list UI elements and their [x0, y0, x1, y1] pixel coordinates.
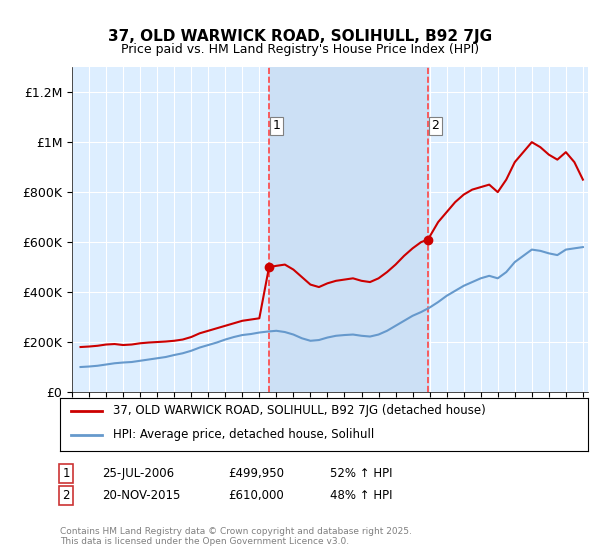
Text: 1: 1: [272, 119, 280, 132]
Text: 2: 2: [62, 489, 70, 502]
Text: £499,950: £499,950: [228, 466, 284, 480]
Text: 37, OLD WARWICK ROAD, SOLIHULL, B92 7JG: 37, OLD WARWICK ROAD, SOLIHULL, B92 7JG: [108, 29, 492, 44]
Text: Price paid vs. HM Land Registry's House Price Index (HPI): Price paid vs. HM Land Registry's House …: [121, 43, 479, 56]
Text: 2: 2: [431, 119, 439, 132]
Text: £610,000: £610,000: [228, 489, 284, 502]
Bar: [269, 67, 428, 392]
Text: 20-NOV-2015: 20-NOV-2015: [102, 489, 181, 502]
Text: 52% ↑ HPI: 52% ↑ HPI: [330, 466, 392, 480]
Text: 25-JUL-2006: 25-JUL-2006: [102, 466, 174, 480]
Text: 1: 1: [62, 466, 70, 480]
Text: 37, OLD WARWICK ROAD, SOLIHULL, B92 7JG (detached house): 37, OLD WARWICK ROAD, SOLIHULL, B92 7JG …: [113, 404, 485, 417]
Text: Contains HM Land Registry data © Crown copyright and database right 2025.
This d: Contains HM Land Registry data © Crown c…: [60, 526, 412, 546]
Text: HPI: Average price, detached house, Solihull: HPI: Average price, detached house, Soli…: [113, 428, 374, 441]
Text: 48% ↑ HPI: 48% ↑ HPI: [330, 489, 392, 502]
